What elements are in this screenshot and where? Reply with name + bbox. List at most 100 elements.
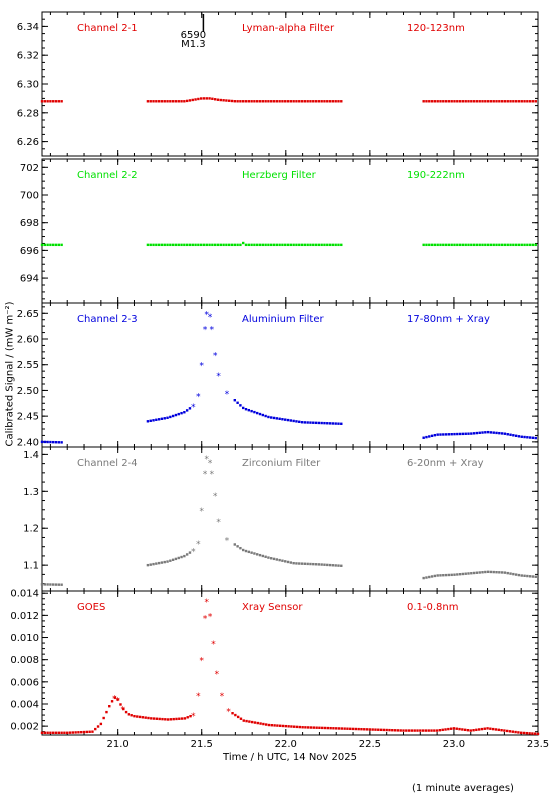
data-point	[278, 417, 281, 420]
data-point	[267, 100, 270, 103]
data-point	[183, 717, 187, 720]
data-point	[534, 243, 537, 247]
x-tick-label: 22.0	[275, 739, 297, 750]
data-point	[233, 399, 236, 402]
panel-4: 1.1 1.2 1.3 1.4 Channel 2-4 Zirconium Filter 6…	[23, 446, 539, 592]
data-point	[317, 243, 321, 247]
data-point	[281, 724, 285, 728]
data-point	[461, 572, 465, 576]
data-point	[242, 548, 245, 552]
data-point	[461, 432, 465, 436]
data-point	[177, 556, 180, 560]
y-tick-label: 1.4	[23, 450, 39, 461]
channel-label: Channel 2-3	[77, 314, 138, 325]
data-point	[489, 100, 493, 103]
data-point-star: *	[199, 657, 204, 667]
data-point-star: *	[191, 712, 196, 722]
data-point	[492, 570, 495, 574]
data-point	[520, 435, 523, 438]
data-point	[425, 576, 428, 579]
data-point	[157, 243, 161, 247]
data-point	[475, 728, 478, 732]
data-point	[160, 561, 164, 564]
data-point	[256, 243, 259, 247]
data-point	[523, 435, 526, 439]
data-point	[385, 728, 388, 732]
data-point	[306, 562, 309, 566]
data-point	[374, 728, 377, 731]
data-point	[320, 563, 323, 566]
data-point	[531, 436, 535, 439]
data-point	[149, 100, 152, 103]
data-point	[531, 100, 535, 103]
data-point	[519, 731, 523, 734]
data-point	[183, 100, 186, 103]
channel-label: Channel 2-2	[77, 170, 138, 181]
data-point	[328, 100, 332, 103]
data-point	[472, 243, 476, 247]
data-point	[54, 243, 58, 247]
data-point	[166, 100, 169, 103]
data-point	[264, 555, 267, 558]
filter-label: Zirconium Filter	[242, 458, 321, 469]
data-point	[517, 243, 521, 247]
data-point	[108, 705, 111, 708]
data-point	[239, 546, 242, 550]
data-point	[334, 243, 337, 247]
data-point	[264, 100, 267, 103]
data-point	[264, 723, 268, 726]
data-point	[503, 243, 507, 247]
data-point	[439, 243, 442, 247]
data-point	[157, 418, 161, 421]
data-point	[185, 553, 189, 556]
data-point	[498, 243, 501, 247]
data-point	[467, 432, 470, 435]
data-point	[236, 715, 240, 719]
data-point	[256, 100, 259, 103]
data-point	[428, 243, 431, 247]
data-point	[402, 729, 405, 732]
data-point	[461, 100, 465, 103]
data-point	[514, 434, 518, 437]
y-tick-label: 0.006	[10, 677, 39, 688]
data-point	[258, 412, 262, 416]
data-point	[286, 560, 290, 564]
data-point	[436, 100, 439, 103]
data-point	[85, 730, 89, 734]
data-point	[442, 100, 445, 103]
data-point	[433, 574, 437, 578]
data-point	[332, 727, 335, 730]
data-point	[478, 100, 481, 103]
data-point	[216, 98, 220, 101]
data-point	[428, 100, 431, 103]
flare-marker-label: 6590	[181, 30, 206, 41]
data-point-star: *	[216, 518, 221, 528]
data-point	[144, 716, 147, 719]
data-point	[470, 100, 473, 103]
data-point	[227, 243, 231, 247]
data-point-star: *	[207, 459, 212, 469]
data-point	[472, 571, 476, 575]
data-point	[528, 100, 532, 103]
data-point	[197, 97, 200, 101]
data-point	[447, 727, 450, 731]
data-point	[130, 714, 133, 717]
data-point	[517, 731, 520, 734]
data-point	[222, 243, 225, 247]
data-point	[152, 717, 156, 720]
data-point	[202, 97, 206, 100]
data-point	[272, 100, 276, 103]
data-point	[422, 576, 425, 580]
data-point	[63, 731, 66, 734]
data-point	[169, 718, 173, 721]
data-point	[60, 243, 63, 247]
data-point-star: *	[112, 694, 117, 704]
data-point	[160, 100, 164, 103]
band-label: 120-123nm	[407, 23, 465, 34]
data-point	[292, 561, 295, 565]
data-point	[340, 243, 343, 247]
data-point	[293, 725, 296, 728]
data-point	[449, 727, 453, 730]
y-tick-label: 6.30	[17, 80, 39, 91]
data-point	[244, 408, 248, 411]
